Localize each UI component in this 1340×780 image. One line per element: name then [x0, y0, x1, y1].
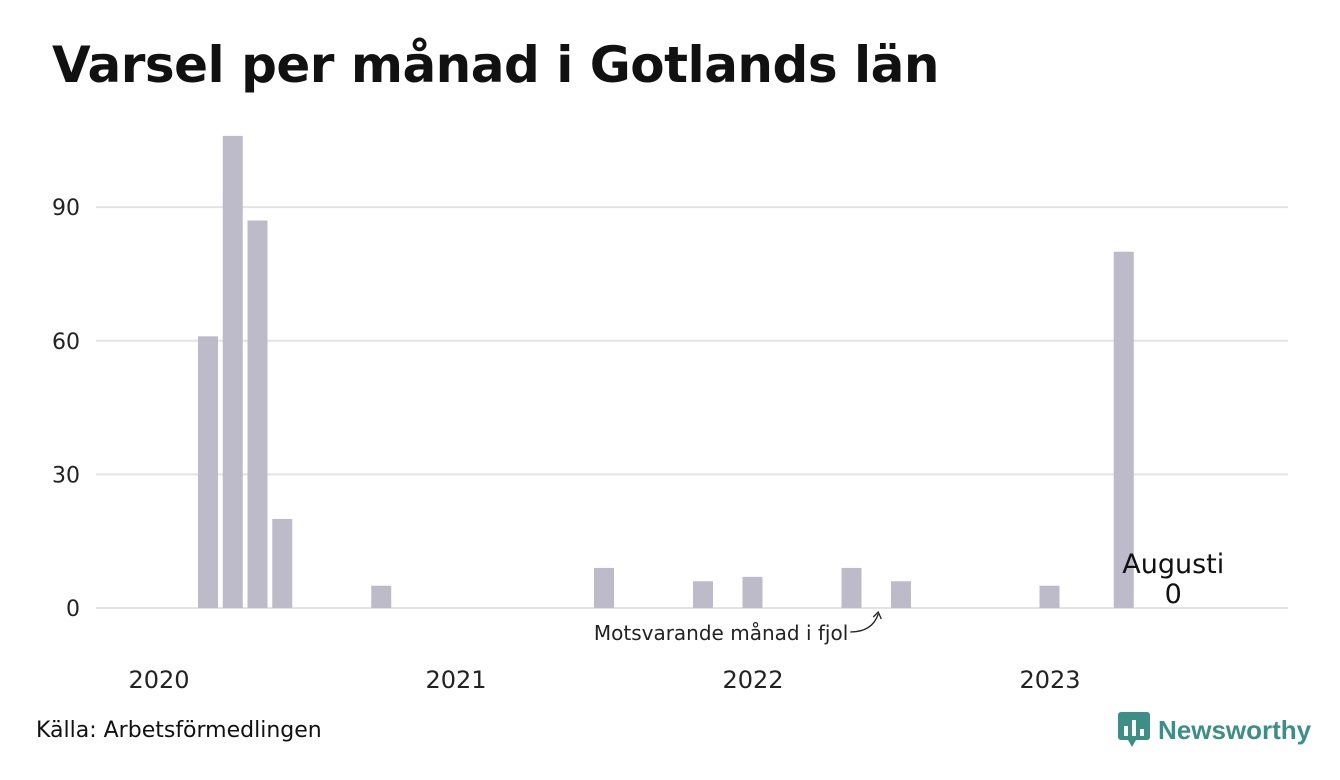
bar-2022-09 — [891, 581, 911, 608]
bar-chart-speech-bubble-icon — [1118, 712, 1150, 747]
previous-year-annotation: Motsvarande månad i fjol — [594, 621, 848, 645]
last-month-label: Augusti — [1122, 549, 1224, 580]
y-tick-label: 30 — [52, 463, 80, 488]
brand-logo: Newsworthy — [1118, 712, 1311, 748]
x-axis-ticks: 2020 2021 2022 2023 — [128, 666, 1080, 694]
y-tick-label: 90 — [52, 196, 80, 221]
last-month-value: 0 — [1165, 579, 1182, 610]
bar-2022-07 — [841, 567, 862, 608]
bar-2022-03 — [742, 576, 763, 608]
annotation-arrowhead — [872, 610, 882, 620]
bar-2020-08 — [272, 518, 293, 608]
x-tick-label: 2020 — [128, 666, 189, 694]
brand-name: Newsworthy — [1158, 714, 1312, 745]
bar-2023-06 — [1113, 251, 1134, 608]
bar-2023-03 — [1039, 585, 1060, 608]
annotation-arrow-line — [850, 613, 879, 633]
gridlines — [96, 206, 1288, 609]
x-tick-label: 2022 — [722, 666, 783, 694]
bar-2021-09 — [594, 567, 614, 608]
x-tick-label: 2023 — [1019, 666, 1080, 694]
y-axis-ticks: 0 30 60 90 — [52, 196, 80, 622]
bar-2020-06 — [222, 135, 243, 608]
bar-2020-05 — [198, 336, 218, 608]
bar-2020-12 — [371, 585, 392, 608]
y-tick-label: 0 — [66, 597, 80, 622]
bars — [198, 135, 1134, 608]
chart-title: Varsel per månad i Gotlands län — [52, 36, 939, 94]
bar-2020-07 — [247, 220, 268, 608]
source-note: Källa: Arbetsförmedlingen — [36, 718, 322, 743]
bar-2022-01 — [693, 581, 713, 608]
y-tick-label: 60 — [52, 330, 80, 355]
x-tick-label: 2021 — [425, 666, 486, 694]
